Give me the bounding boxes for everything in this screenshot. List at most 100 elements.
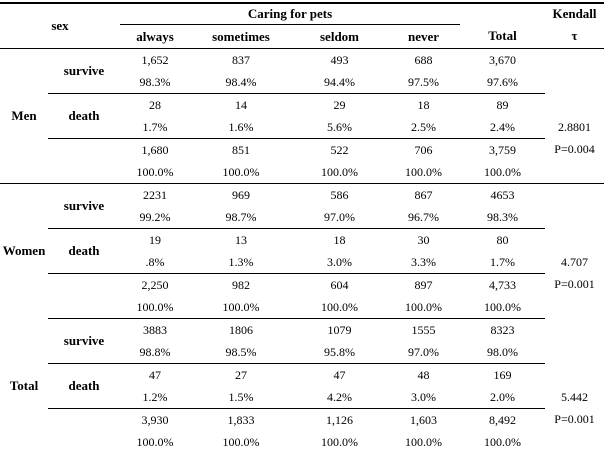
p-value: P=0.001 bbox=[554, 277, 595, 292]
percent-cell: 2.5% bbox=[387, 116, 461, 139]
kendall-cell bbox=[545, 49, 604, 72]
count-cell: 522 bbox=[330, 142, 349, 157]
count-cell: 1806 bbox=[229, 322, 253, 337]
percent-cell: 97.0% bbox=[387, 341, 461, 364]
count-cell: 47 bbox=[333, 367, 346, 382]
percent-cell: 1.2% bbox=[120, 386, 190, 409]
header-total-spacer bbox=[460, 3, 545, 25]
outcome-label-survive: survive bbox=[48, 48, 120, 94]
percent-cell: 4.2% bbox=[292, 386, 387, 409]
percent-cell: 97.0% bbox=[292, 206, 387, 229]
kendall-cell bbox=[545, 319, 604, 342]
count-cell: 2,250 bbox=[141, 277, 169, 292]
count-cell: 4,733 bbox=[489, 277, 517, 292]
percent-cell: 100.0% bbox=[460, 296, 546, 319]
percent-cell: 100.0% bbox=[136, 434, 174, 449]
table-row: Total survive 3883 1806 1079 1555 8323 bbox=[0, 318, 604, 393]
percent-cell: 3.3% bbox=[387, 251, 461, 274]
percent-cell: 1.5% bbox=[190, 386, 292, 409]
percent-cell: 3.0% bbox=[292, 251, 387, 274]
percent-cell: 97.6% bbox=[460, 71, 546, 94]
count-cell: 89 bbox=[496, 97, 509, 112]
percent-cell: 1.3% bbox=[190, 251, 292, 274]
percent-cell: 98.8% bbox=[120, 341, 190, 364]
count-cell: 604 bbox=[330, 277, 349, 292]
count-cell: 27 bbox=[235, 367, 247, 382]
header-col-always: always bbox=[120, 24, 190, 49]
p-value: P=0.004 bbox=[554, 142, 595, 157]
percent-cell: 98.7% bbox=[190, 206, 292, 229]
count-cell: 169 bbox=[493, 367, 512, 382]
count-cell: 4653 bbox=[490, 187, 515, 202]
percent-cell: 3.0% bbox=[387, 386, 461, 409]
count-cell: 1555 bbox=[411, 322, 436, 337]
table-row: 3,930 1,833 1,126 1,603 8,492 P=0.001 bbox=[0, 409, 604, 432]
percent-cell: 100.0% bbox=[387, 296, 461, 319]
header-col-seldom: seldom bbox=[292, 24, 387, 49]
header-caring-for-pets: Caring for pets bbox=[120, 3, 461, 25]
percent-cell: 99.2% bbox=[120, 206, 190, 229]
percent-cell: 1.6% bbox=[190, 116, 292, 139]
percent-cell: 100.0% bbox=[321, 434, 358, 449]
count-cell: 8,492 bbox=[489, 412, 517, 427]
kendall-cell bbox=[545, 296, 604, 319]
table-row: Men survive 1,652 837 493 688 3,670 bbox=[0, 48, 604, 184]
count-cell: 867 bbox=[414, 187, 433, 202]
percent-cell: 95.8% bbox=[292, 341, 387, 364]
percent-cell: .8% bbox=[120, 251, 190, 274]
count-cell: 1,833 bbox=[227, 412, 255, 427]
header-col-never: never bbox=[387, 24, 461, 49]
section-men: Men survive 1,652 837 493 688 3,670 98.3… bbox=[0, 48, 604, 184]
outcome-label-survive: survive bbox=[48, 318, 120, 364]
group-label: Men bbox=[0, 48, 48, 184]
count-cell: 837 bbox=[232, 52, 250, 67]
header-sex: sex bbox=[0, 3, 120, 49]
percent-cell: 100.0% bbox=[190, 296, 292, 319]
percent-cell: 100.0% bbox=[292, 296, 387, 319]
count-cell: 29 bbox=[333, 97, 346, 112]
count-cell: 706 bbox=[414, 142, 433, 157]
table-row: 2,250 982 604 897 4,733 P=0.001 bbox=[0, 273, 604, 319]
table-row: death 28 14 29 18 89 bbox=[0, 93, 604, 139]
percent-cell: 100.0% bbox=[484, 434, 522, 449]
percent-cell: 98.4% bbox=[190, 71, 292, 94]
percent-cell: 98.0% bbox=[460, 341, 546, 364]
kendall-cell bbox=[545, 364, 604, 387]
count-cell: 18 bbox=[333, 232, 346, 247]
group-label: Total bbox=[9, 377, 39, 393]
table-row: .8% 1.3% 3.0% 3.3% 1.7% 4.707 bbox=[0, 251, 604, 274]
count-cell: 3,759 bbox=[489, 142, 517, 157]
count-cell: 28 bbox=[149, 97, 161, 112]
count-cell: 14 bbox=[235, 97, 247, 112]
outcome-empty-cell bbox=[48, 273, 120, 319]
table-row: 100.0% 100.0% 100.0% 100.0% 100.0% bbox=[0, 296, 604, 319]
kendall-cell bbox=[545, 431, 604, 450]
percent-cell: 94.4% bbox=[292, 71, 387, 94]
kendall-tau-value: 4.707 bbox=[561, 254, 589, 269]
count-cell: 1,680 bbox=[141, 142, 169, 157]
table-row: 1.7% 1.6% 5.6% 2.5% 2.4% 2.8801 bbox=[0, 116, 604, 139]
table-row: 100.0% 100.0% 100.0% 100.0% 100.0% bbox=[0, 431, 604, 450]
table-header: sex Caring for pets Kendall always somet… bbox=[0, 3, 604, 49]
table-row: death 47 27 47 48 169 bbox=[0, 363, 604, 409]
count-cell: 1,652 bbox=[141, 52, 169, 67]
table-row: 98.3% 98.4% 94.4% 97.5% 97.6% bbox=[0, 71, 604, 94]
percent-cell: 98.3% bbox=[120, 71, 190, 94]
count-cell: 2231 bbox=[143, 187, 167, 202]
outcome-empty-cell bbox=[48, 138, 120, 184]
outcome-label-death: death bbox=[48, 228, 120, 274]
table-row: Women survive 2231 969 586 867 4653 bbox=[0, 183, 604, 258]
percent-cell: 100.0% bbox=[405, 434, 442, 449]
count-cell: 3,670 bbox=[489, 52, 517, 67]
count-cell: 47 bbox=[149, 367, 161, 382]
percent-cell: 100.0% bbox=[460, 161, 546, 184]
table-row: 100.0% 100.0% 100.0% 100.0% 100.0% bbox=[0, 161, 604, 184]
kendall-cell bbox=[545, 184, 604, 207]
count-cell: 493 bbox=[330, 52, 349, 67]
outcome-label-survive: survive bbox=[48, 183, 120, 229]
percent-cell: 1.7% bbox=[460, 251, 546, 274]
count-cell: 18 bbox=[417, 97, 430, 112]
kendall-cell bbox=[545, 206, 604, 229]
